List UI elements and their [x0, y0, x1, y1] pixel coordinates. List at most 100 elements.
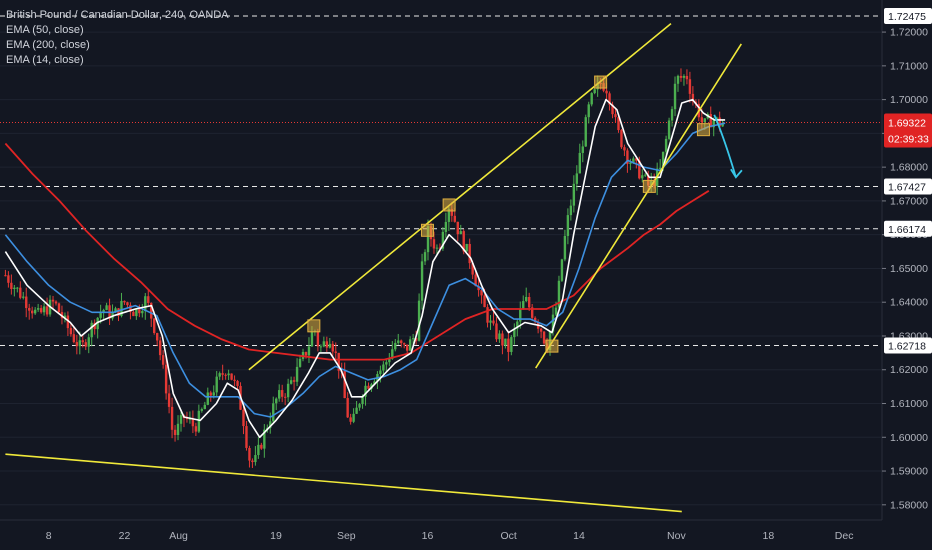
- candle-118: [355, 400, 358, 414]
- candle-40: [123, 300, 126, 305]
- candle-body-211: [632, 158, 635, 163]
- candle-body-93: [280, 390, 284, 397]
- pivot-marker-6: [696, 123, 710, 137]
- level-tag-label-2: 1.66174: [888, 224, 926, 236]
- candle-180: [539, 327, 543, 339]
- pivot-marker-5: [545, 339, 559, 353]
- ema-200-line: [4, 142, 710, 361]
- candle-94: [283, 393, 287, 406]
- candle-body-73: [221, 373, 224, 375]
- candle-body-82: [248, 447, 251, 461]
- candle-77: [233, 375, 236, 387]
- ema-14-label[interactable]: EMA (14, close): [6, 54, 84, 66]
- candle-body-92: [278, 390, 281, 399]
- candle-153: [459, 224, 462, 235]
- candle-173: [519, 301, 522, 329]
- candle-165: [495, 317, 498, 343]
- candle-body-137: [411, 338, 415, 340]
- candle-116: [349, 413, 352, 425]
- candle-48: [147, 290, 150, 306]
- candle-body-63: [191, 418, 195, 427]
- candle-187: [560, 258, 564, 282]
- symbol-title[interactable]: British Pound / Canadian Dollar, 240, OA…: [6, 9, 229, 21]
- candle-18: [57, 302, 61, 313]
- candle-body-163: [489, 320, 492, 323]
- candle-30: [93, 319, 96, 335]
- candle-body-195: [584, 117, 587, 147]
- candle-body-168: [504, 338, 507, 346]
- candle-body-13: [42, 306, 46, 313]
- candle-body-102: [307, 346, 311, 356]
- candle-132: [397, 333, 400, 345]
- candle-body-116: [349, 417, 352, 422]
- candle-158: [474, 269, 477, 287]
- candle-98: [295, 358, 299, 387]
- candle-body-134: [403, 343, 406, 345]
- candle-76: [230, 373, 233, 381]
- candle-107: [322, 336, 326, 348]
- candle-body-162: [486, 307, 489, 323]
- candle-body-145: [435, 247, 439, 249]
- candle-175: [525, 287, 528, 303]
- candle-93: [280, 384, 284, 403]
- candle-17: [54, 300, 58, 306]
- candle-224: [670, 106, 674, 127]
- candle-190: [569, 199, 573, 221]
- candle-111: [334, 342, 337, 362]
- pivot-marker-1: [420, 223, 434, 237]
- ema-50-label[interactable]: EMA (50, close): [6, 24, 84, 36]
- candle-195: [584, 114, 587, 147]
- candle-0: [4, 269, 7, 277]
- candle-207: [620, 128, 623, 149]
- candle-203: [608, 91, 611, 111]
- candle-body-206: [617, 117, 620, 131]
- candle-body-212: [635, 158, 638, 161]
- candle-9: [30, 306, 34, 319]
- candle-body-4: [16, 287, 19, 289]
- candle-body-45: [138, 309, 141, 314]
- candle-147: [441, 227, 445, 251]
- candle-body-159: [477, 286, 480, 291]
- pivot-marker-2: [442, 198, 456, 212]
- candle-body-158: [474, 274, 477, 287]
- time-axis-background: [0, 520, 882, 550]
- candle-body-190: [569, 205, 573, 216]
- candle-body-85: [257, 444, 260, 456]
- horizontal-levels: [0, 15, 882, 346]
- candle-body-241: [721, 123, 724, 127]
- candle-body-166: [498, 333, 501, 340]
- candle-body-228: [682, 75, 686, 78]
- candle-72: [218, 371, 221, 380]
- candle-body-214: [641, 175, 644, 179]
- candle-body-196: [587, 104, 590, 118]
- candle-106: [319, 344, 323, 353]
- time-axis[interactable]: 8 22 Aug 19 Sep 16 Oct 14 Nov 18 Dec: [0, 519, 882, 550]
- candle-body-136: [408, 339, 412, 351]
- candle-117: [352, 408, 355, 424]
- level-tag-label-3: 1.62718: [888, 340, 926, 352]
- time-tick-0: 8: [46, 530, 52, 542]
- candle-body-127: [382, 364, 385, 371]
- price-axis[interactable]: 1.580001.590001.600001.610001.620001.630…: [881, 0, 932, 550]
- candle-body-184: [551, 314, 555, 332]
- candle-body-231: [691, 93, 695, 102]
- candle-body-109: [328, 343, 332, 348]
- candle-7: [25, 287, 28, 318]
- candle-body-10: [33, 309, 37, 314]
- candle-197: [590, 92, 593, 107]
- candle-131: [394, 338, 397, 352]
- candle-122: [367, 382, 370, 390]
- candle-body-111: [334, 351, 337, 353]
- level-tag-0: [884, 8, 932, 25]
- candle-171: [513, 323, 516, 345]
- candle-body-90: [272, 403, 275, 422]
- candle-body-221: [661, 151, 665, 168]
- candle-body-69: [209, 392, 212, 396]
- candle-body-169: [507, 338, 510, 352]
- candle-body-189: [566, 215, 570, 236]
- ema-200-label[interactable]: EMA (200, close): [6, 39, 90, 51]
- candle-body-91: [275, 398, 278, 404]
- candle-body-177: [530, 307, 534, 318]
- candle-134: [403, 342, 406, 349]
